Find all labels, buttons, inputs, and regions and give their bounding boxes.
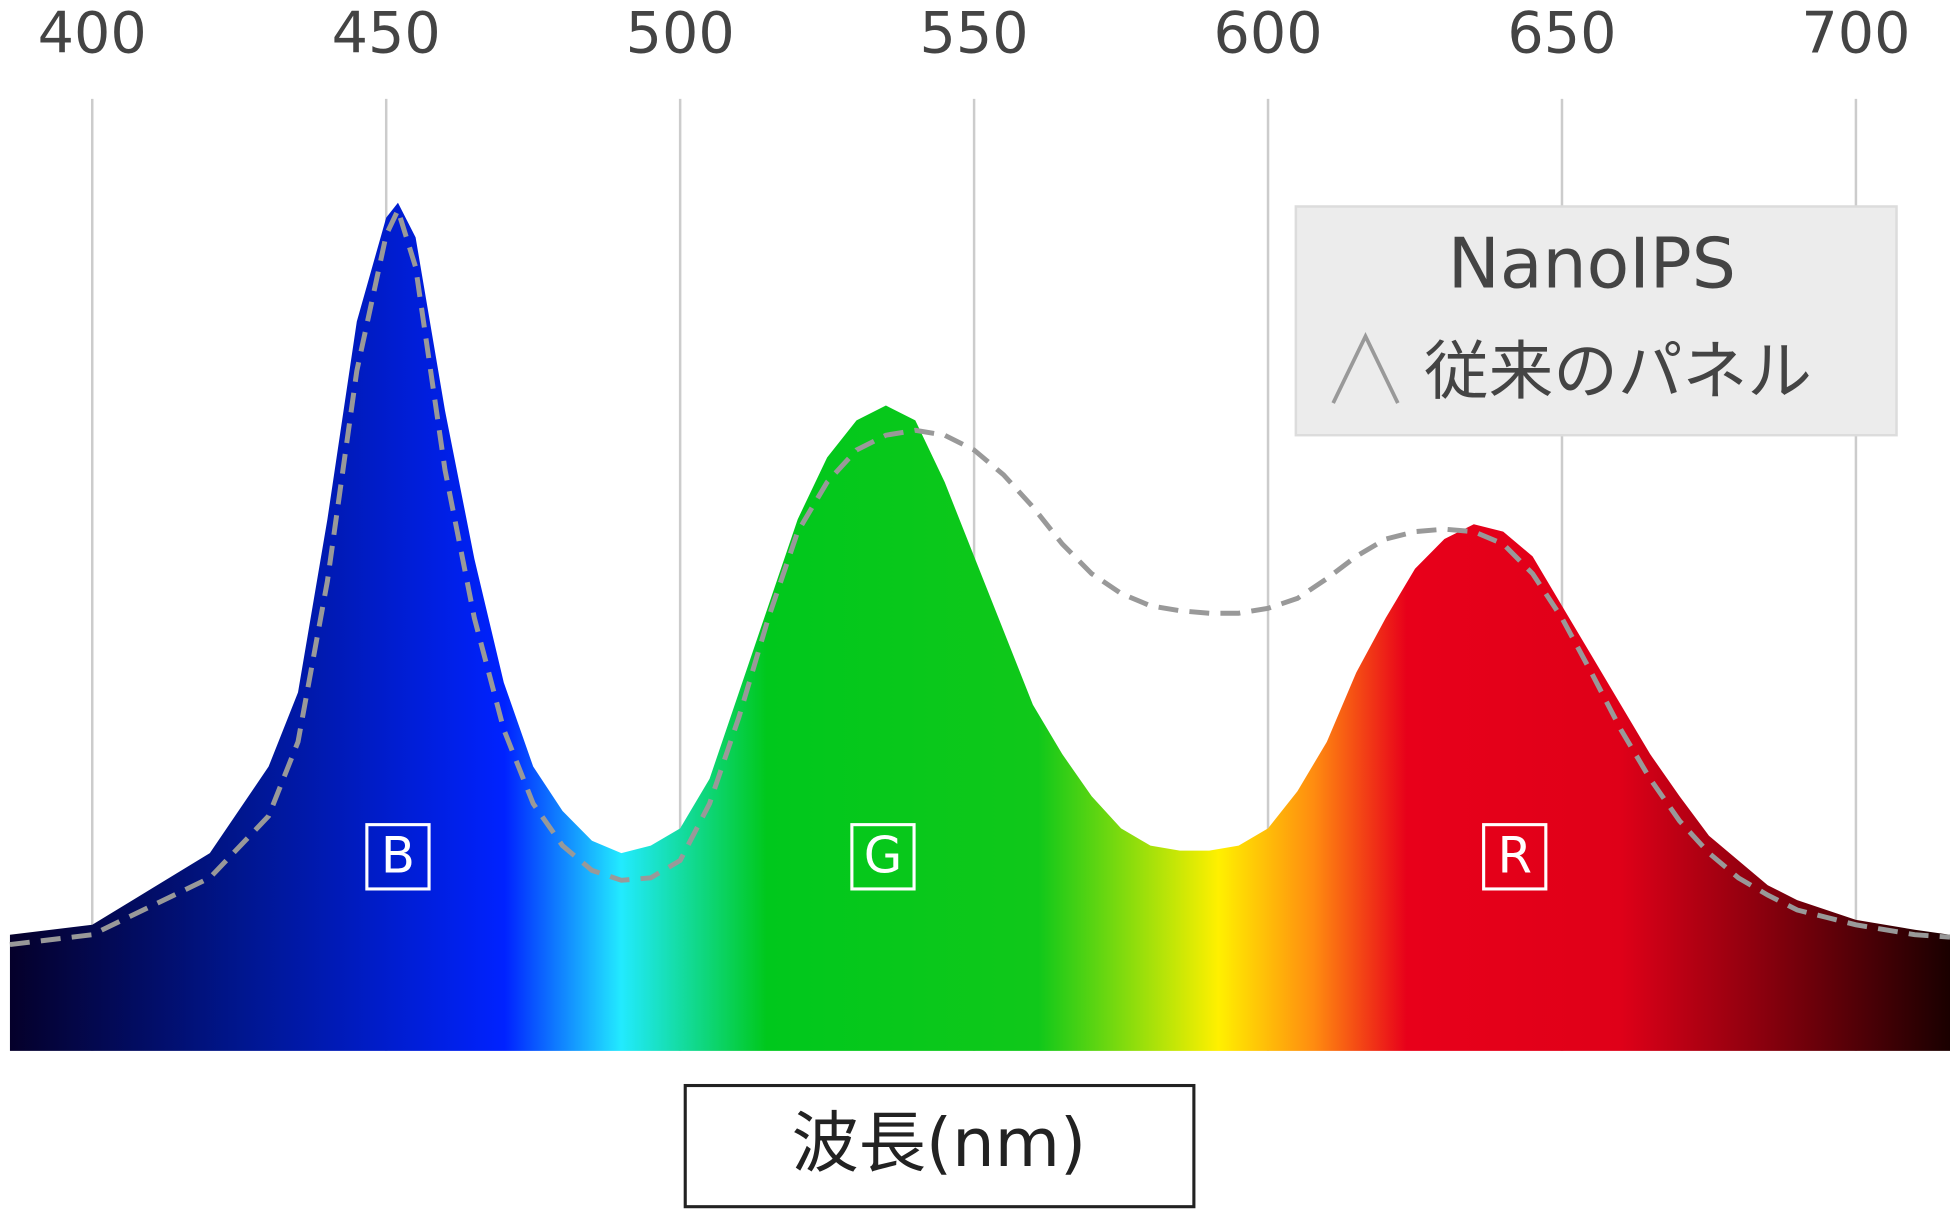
band-label-box <box>850 823 916 891</box>
band-label-box <box>365 823 431 891</box>
x-tick-label: 550 <box>920 1 1029 67</box>
x-tick-label: 500 <box>626 1 735 67</box>
legend-label: 従来のパネル <box>1424 335 1812 410</box>
x-label-box <box>683 1083 1196 1209</box>
band-label: G <box>864 827 903 885</box>
band-label-box <box>1482 823 1548 891</box>
conventional-line <box>9 203 1950 948</box>
band-label: B <box>381 827 415 885</box>
x-tick-label: 600 <box>1213 1 1322 67</box>
x-tick-label: 650 <box>1507 1 1616 67</box>
legend-icon <box>1331 332 1400 404</box>
x-tick-label: 450 <box>332 1 441 67</box>
legend-label: NanoIPS <box>1448 224 1736 304</box>
x-tick-label: 700 <box>1801 1 1910 67</box>
band-label: R <box>1497 827 1532 885</box>
spectrum-area <box>9 202 1950 1051</box>
x-axis-label: 波長(nm) <box>792 1104 1087 1182</box>
x-tick-label: 400 <box>38 1 147 67</box>
